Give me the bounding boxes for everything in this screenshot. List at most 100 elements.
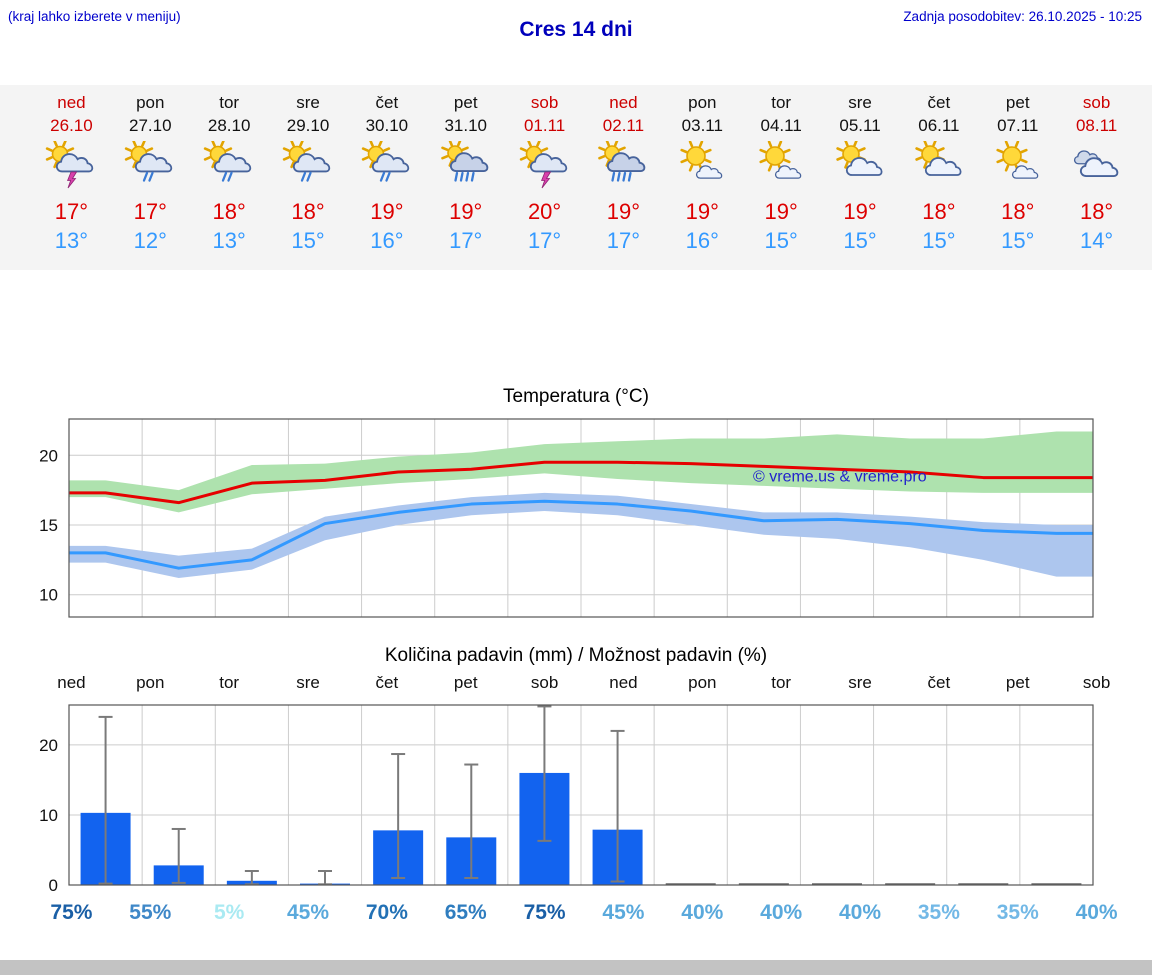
day-name: sob xyxy=(530,93,559,112)
menu-hint-link[interactable]: (kraj lahko izberete v meniju) xyxy=(8,9,181,24)
forecast-day-column: ned 26.10 17° 13° xyxy=(32,93,111,270)
precip-probability: 40% xyxy=(760,901,803,924)
precip-probability: 55% xyxy=(129,901,172,924)
precip-probability: 40% xyxy=(839,901,882,924)
precip-day-labels: ned pon tor sre čet pet sob ned pon tor sre čet pet s… xyxy=(0,673,1152,693)
sun-cloud-rain-icon xyxy=(269,139,348,195)
forecast-day-column: tor 28.10 18° 13° xyxy=(190,93,269,270)
precip-day-label: ned xyxy=(609,673,638,692)
day-name: ned xyxy=(57,93,86,112)
day-name: pet xyxy=(453,93,478,112)
vreme-watermark-link[interactable]: © vreme.us & vreme.pro xyxy=(753,469,927,486)
temp-min: 15° xyxy=(922,228,956,253)
precipitation-chart: 0 10 20 xyxy=(39,704,1094,895)
day-name: sre xyxy=(848,93,872,112)
svg-text:0: 0 xyxy=(49,876,58,895)
day-date: 27.10 xyxy=(129,116,172,135)
precip-probability: 35% xyxy=(996,901,1039,924)
precip-probability: 65% xyxy=(444,901,487,924)
temp-max: 17° xyxy=(54,199,89,224)
temp-max: 18° xyxy=(212,199,246,224)
precip-day-label: tor xyxy=(771,673,792,692)
sun-cloud-rain-icon xyxy=(111,139,190,195)
forecast-day-column: sob 08.11 18° 14° xyxy=(1057,93,1136,270)
day-name: pon xyxy=(136,93,165,112)
precip-probability-row: 75% 55% 5% 45% 70% 65% 75% 45% 40% 40% 40% 35% 35% 40… xyxy=(0,901,1152,925)
sun-cloud-rain-icon xyxy=(190,139,269,195)
precip-probability: 45% xyxy=(286,901,330,924)
temp-max: 18° xyxy=(291,199,325,224)
svg-text:10: 10 xyxy=(39,586,58,605)
temp-max: 17° xyxy=(133,199,167,224)
day-date: 06.11 xyxy=(918,116,960,135)
forecast-day-column: pon 03.11 19° 16° xyxy=(663,93,742,270)
precip-day-label: čet xyxy=(927,673,951,692)
temp-min: 16° xyxy=(685,228,719,253)
sun-cloud-rain-icon xyxy=(347,139,426,195)
last-update-text: Zadnja posodobitev: 26.10.2025 - 10:25 xyxy=(903,9,1142,24)
temp-min: 17° xyxy=(527,228,562,253)
sun-cloud-heavyrain-icon xyxy=(584,139,663,195)
precip-day-label: čet xyxy=(375,673,399,692)
temp-max: 19° xyxy=(449,199,483,224)
temp-max: 20° xyxy=(527,199,562,224)
day-date: 07.11 xyxy=(997,116,1039,135)
cloudy-icon xyxy=(1057,141,1136,195)
temp-max: 18° xyxy=(1001,199,1035,224)
sun-cloud-thunder-icon xyxy=(505,139,584,195)
day-date: 28.10 xyxy=(207,116,251,135)
temperature-chart: 10 15 20 © vreme.us & vreme.pro xyxy=(39,418,1094,618)
temp-max: 19° xyxy=(843,199,877,224)
temp-min: 15° xyxy=(764,228,798,253)
day-name: tor xyxy=(771,93,792,112)
day-name: sob xyxy=(1082,93,1111,112)
precip-day-label: sob xyxy=(1082,673,1111,692)
forecast-day-column: tor 04.11 19° 15° xyxy=(742,93,821,270)
day-date: 31.10 xyxy=(444,116,487,135)
day-date: 01.11 xyxy=(523,116,566,135)
partly-icon xyxy=(978,140,1057,195)
precip-probability: 35% xyxy=(917,901,960,924)
day-name: sre xyxy=(296,93,320,112)
temp-min: 15° xyxy=(1001,228,1035,253)
temp-max: 19° xyxy=(606,199,641,224)
forecast-day-column: ned 02.11 19° 17° xyxy=(584,93,663,270)
precip-probability: 45% xyxy=(602,901,645,924)
sun-cloud-icon xyxy=(899,139,978,195)
temp-max: 19° xyxy=(764,199,798,224)
temp-min: 17° xyxy=(449,228,483,253)
day-name: čet xyxy=(927,93,951,112)
precip-probability: 75% xyxy=(50,901,93,924)
temp-max: 19° xyxy=(685,199,719,224)
forecast-day-column: sre 29.10 18° 15° xyxy=(269,93,348,270)
day-date: 29.10 xyxy=(286,116,330,135)
forecast-strip: ned 26.10 17° 13° pon 27.10 17° 12° tor 28.10 18° 1… xyxy=(0,85,1152,270)
precip-probability: 5% xyxy=(213,901,245,924)
precip-day-label: ned xyxy=(57,673,86,692)
temp-max: 18° xyxy=(922,199,956,224)
svg-text:10: 10 xyxy=(39,806,58,825)
day-name: ned xyxy=(609,93,638,112)
forecast-day-column: pet 07.11 18° 15° xyxy=(978,93,1057,270)
day-date: 04.11 xyxy=(760,116,802,135)
day-name: čet xyxy=(375,93,399,112)
day-name: pet xyxy=(1005,93,1030,112)
precip-probability: 40% xyxy=(681,901,724,924)
precip-day-label: sob xyxy=(530,673,559,692)
day-date: 26.10 xyxy=(50,116,93,135)
day-date: 05.11 xyxy=(839,116,881,135)
temp-max: 18° xyxy=(1079,199,1114,224)
sun-cloud-icon xyxy=(821,139,900,195)
precip-chart-title: Količina padavin (mm) / Možnost padavin … xyxy=(384,645,768,666)
svg-text:20: 20 xyxy=(39,736,58,755)
svg-text:15: 15 xyxy=(39,516,58,535)
precip-probability: 70% xyxy=(365,901,408,924)
precipitation-chart-section: Količina padavin (mm) / Možnost padavin … xyxy=(0,645,1152,925)
svg-text:20: 20 xyxy=(39,446,58,465)
day-name: tor xyxy=(219,93,240,112)
forecast-day-column: sre 05.11 19° 15° xyxy=(821,93,900,270)
temp-min: 17° xyxy=(606,228,641,253)
forecast-day-column: pet 31.10 19° 17° xyxy=(426,93,505,270)
partly-icon xyxy=(663,140,742,195)
forecast-day-column: čet 06.11 18° 15° xyxy=(899,93,978,270)
